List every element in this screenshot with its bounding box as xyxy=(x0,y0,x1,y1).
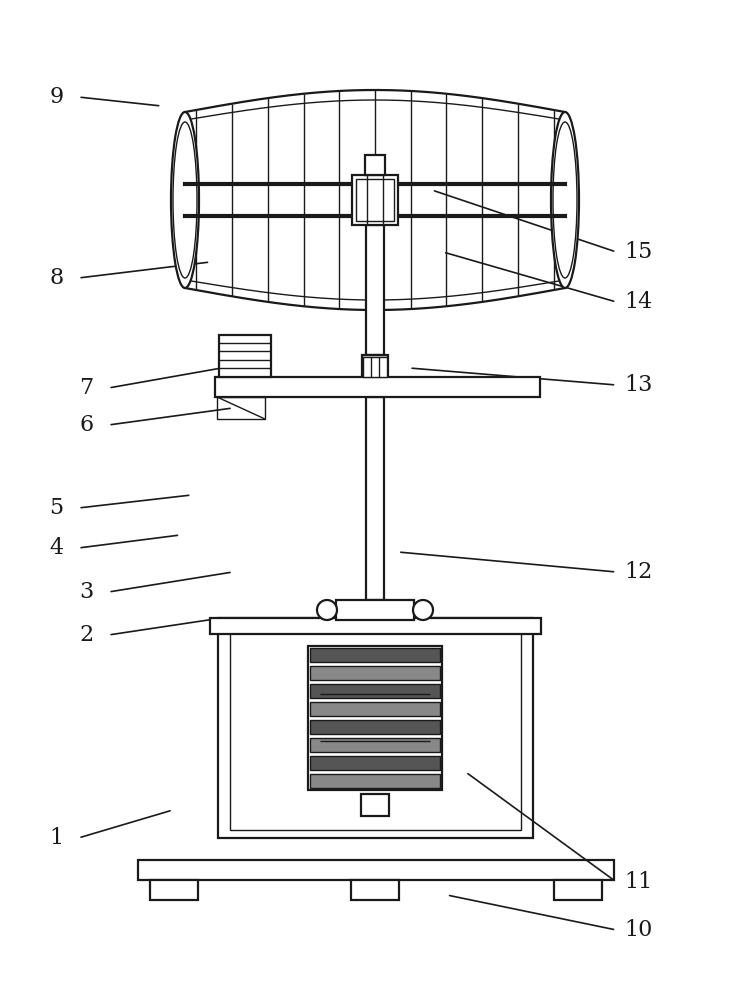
Bar xyxy=(308,646,442,790)
Text: 15: 15 xyxy=(624,241,653,263)
Text: 14: 14 xyxy=(624,291,653,313)
Bar xyxy=(310,648,440,662)
Bar xyxy=(352,175,398,225)
Bar xyxy=(361,794,389,816)
Bar xyxy=(351,880,399,900)
Text: 9: 9 xyxy=(50,86,63,108)
Bar xyxy=(365,155,385,175)
Bar xyxy=(210,618,541,634)
Bar xyxy=(310,738,440,752)
Polygon shape xyxy=(217,397,265,419)
Bar xyxy=(310,720,440,734)
Bar xyxy=(215,377,540,397)
Bar xyxy=(310,756,440,770)
Ellipse shape xyxy=(317,600,337,620)
Text: 11: 11 xyxy=(624,871,653,893)
Bar xyxy=(366,225,384,355)
Text: 3: 3 xyxy=(80,581,93,603)
Bar xyxy=(310,702,440,716)
Bar xyxy=(219,335,271,377)
Text: 12: 12 xyxy=(624,561,653,583)
Text: 4: 4 xyxy=(50,537,63,559)
Bar xyxy=(310,666,440,680)
Ellipse shape xyxy=(413,600,433,620)
Bar xyxy=(356,179,394,221)
Ellipse shape xyxy=(553,122,577,278)
Text: 5: 5 xyxy=(50,497,63,519)
Text: 8: 8 xyxy=(50,267,63,289)
Text: 13: 13 xyxy=(624,374,653,396)
Ellipse shape xyxy=(171,112,199,288)
Bar xyxy=(230,626,521,830)
Text: 1: 1 xyxy=(50,827,63,849)
Ellipse shape xyxy=(173,122,197,278)
Bar xyxy=(363,357,387,377)
Text: 10: 10 xyxy=(624,919,653,941)
Text: 6: 6 xyxy=(80,414,93,436)
Bar xyxy=(138,860,614,880)
Bar xyxy=(366,397,384,600)
Bar xyxy=(310,684,440,698)
Bar xyxy=(336,600,414,620)
Text: 7: 7 xyxy=(80,377,93,399)
Bar xyxy=(150,880,198,900)
Bar xyxy=(362,355,388,377)
Bar xyxy=(554,880,602,900)
Text: 2: 2 xyxy=(80,624,93,646)
Bar xyxy=(218,618,533,838)
Bar xyxy=(310,774,440,788)
Ellipse shape xyxy=(551,112,579,288)
